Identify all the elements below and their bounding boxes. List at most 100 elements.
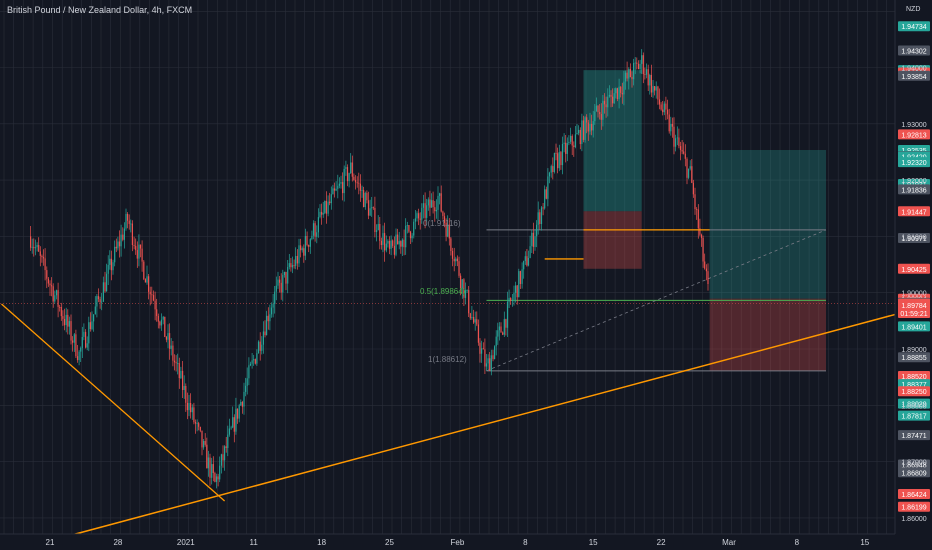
- candle-body: [561, 144, 564, 166]
- candle-body: [602, 100, 604, 120]
- candle-body: [526, 256, 528, 266]
- time-tick-label: 8: [795, 538, 800, 547]
- fib-diagonal-line[interactable]: [486, 229, 827, 372]
- price-tag[interactable]: [898, 21, 930, 32]
- position-zones[interactable]: [583, 70, 827, 371]
- price-tag[interactable]: [898, 233, 930, 243]
- candle-body: [618, 86, 620, 100]
- candle-body: [300, 245, 302, 251]
- price-tag[interactable]: [898, 321, 930, 332]
- candle-body: [306, 236, 308, 246]
- price-tag[interactable]: [898, 70, 930, 81]
- price-tag[interactable]: [898, 410, 930, 421]
- candle-body: [642, 55, 644, 75]
- candle-body: [298, 245, 300, 264]
- long-position-target-zone[interactable]: [709, 150, 826, 299]
- candle-body: [516, 285, 518, 298]
- price-tag[interactable]: [898, 157, 930, 168]
- candle-body: [473, 317, 475, 323]
- candle-body: [139, 244, 142, 249]
- candle-body: [667, 109, 669, 115]
- candle-body: [485, 363, 488, 367]
- candle-body: [594, 111, 596, 122]
- candle-body: [411, 235, 413, 239]
- candle-body: [550, 166, 552, 173]
- candle-body: [633, 63, 635, 80]
- price-tick-label: 1.93000: [901, 122, 926, 129]
- candle-body: [358, 182, 360, 184]
- candle-body: [133, 245, 135, 246]
- short-position-stop-zone[interactable]: [583, 211, 642, 269]
- price-tag[interactable]: [898, 308, 930, 318]
- candle-body: [222, 454, 224, 461]
- candle-body: [78, 351, 80, 361]
- candle-body: [443, 216, 446, 223]
- price-axis[interactable]: NZD 1.947341.943021.939541.939121.938541…: [894, 0, 932, 534]
- price-tag[interactable]: [898, 398, 930, 409]
- descending-trendline[interactable]: [1, 303, 226, 502]
- price-tag[interactable]: [898, 371, 930, 381]
- candle-body: [88, 322, 90, 344]
- price-tag[interactable]: [898, 184, 930, 195]
- candle-body: [39, 251, 41, 256]
- price-tag[interactable]: [898, 386, 930, 397]
- candle-body: [106, 273, 108, 292]
- candle-body: [107, 264, 109, 274]
- price-tag[interactable]: [898, 129, 930, 140]
- candle-body: [225, 446, 227, 448]
- price-tag-label: 1.92813: [901, 132, 926, 139]
- candle-body: [267, 315, 269, 322]
- candle-body: [295, 256, 297, 266]
- price-tag[interactable]: [898, 263, 930, 274]
- price-tag[interactable]: [898, 299, 930, 310]
- candle-body: [203, 441, 205, 448]
- candle-body: [188, 403, 190, 411]
- candle-body: [89, 322, 91, 329]
- candle-body: [401, 239, 403, 247]
- candle-body: [495, 336, 497, 347]
- price-tag[interactable]: [898, 501, 930, 512]
- candle-body: [72, 340, 74, 343]
- candle-body: [524, 256, 526, 261]
- fib-level-1-label: 1(1.88612): [428, 355, 467, 364]
- candle-body: [314, 223, 316, 237]
- candle-body: [652, 86, 654, 93]
- time-axis[interactable]: 21 28 2021 11 18 25 Feb 8 15 22 Mar 8 15: [0, 533, 932, 550]
- candle-body: [403, 239, 405, 248]
- price-tag-label: 1.86948: [901, 463, 926, 470]
- candle-body: [429, 199, 431, 208]
- ascending-trendline[interactable]: [30, 308, 914, 547]
- candle-body: [510, 297, 512, 301]
- candle-body: [47, 278, 49, 284]
- candle-body: [290, 263, 292, 268]
- candle-body: [563, 142, 565, 144]
- price-tag[interactable]: [898, 467, 930, 478]
- candle-body: [587, 122, 589, 132]
- candle-body: [156, 309, 158, 316]
- candle-body: [654, 86, 656, 91]
- candle-body: [662, 109, 664, 113]
- candle-body: [490, 355, 492, 371]
- candle-body: [274, 291, 276, 304]
- price-tag[interactable]: [898, 45, 930, 56]
- candle-body: [269, 314, 271, 322]
- candle-body: [175, 362, 177, 364]
- candle-body: [76, 356, 79, 361]
- candle-body: [570, 135, 572, 142]
- overlay-lines[interactable]: [1, 229, 914, 547]
- candle-body: [398, 241, 400, 245]
- candle-body: [477, 324, 479, 343]
- candle-body: [377, 224, 379, 231]
- price-tag[interactable]: [898, 206, 930, 217]
- candle-body: [582, 120, 585, 140]
- candle-body: [374, 207, 376, 232]
- candle-body: [319, 211, 321, 218]
- price-tag[interactable]: [898, 489, 930, 499]
- candle-body: [540, 207, 543, 224]
- price-tag[interactable]: [898, 352, 930, 363]
- price-tag[interactable]: [898, 459, 930, 470]
- price-tag[interactable]: [898, 430, 930, 441]
- candle-body: [141, 248, 143, 262]
- price-tag-label: 01:59:21: [900, 311, 927, 318]
